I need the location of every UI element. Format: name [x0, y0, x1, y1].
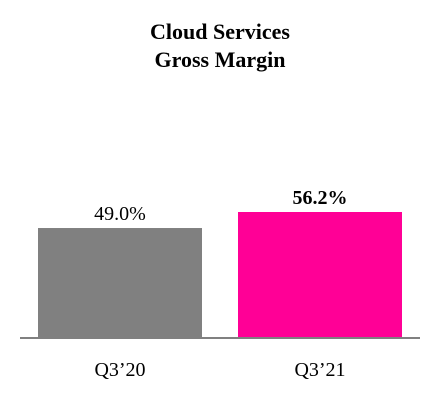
chart-title-line-2: Gross Margin	[154, 47, 286, 72]
chart-title-line-1: Cloud Services	[150, 19, 290, 44]
category-label-2: Q3’21	[294, 359, 345, 381]
bars-layer	[38, 212, 402, 337]
bar-1	[38, 228, 202, 337]
value-label-1: 49.0%	[94, 203, 146, 225]
category-label-1: Q3’20	[94, 359, 145, 381]
labels-layer: 49.0% Q3’20 56.2% Q3’21	[94, 187, 347, 381]
value-label-2: 56.2%	[293, 187, 348, 209]
chart-title: Cloud Services Gross Margin	[0, 18, 440, 74]
bar-2	[238, 212, 402, 337]
